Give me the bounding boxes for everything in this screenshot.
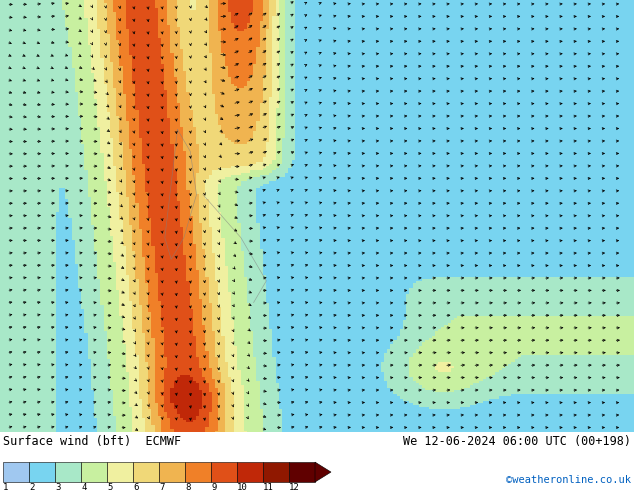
Bar xyxy=(107,462,133,482)
Text: Surface wind (bft)  ECMWF: Surface wind (bft) ECMWF xyxy=(3,435,181,448)
Bar xyxy=(81,462,107,482)
Bar xyxy=(289,462,315,482)
Bar xyxy=(237,462,263,482)
Text: 11: 11 xyxy=(263,483,274,490)
Text: We 12-06-2024 06:00 UTC (00+198): We 12-06-2024 06:00 UTC (00+198) xyxy=(403,435,631,448)
Bar xyxy=(29,462,55,482)
Bar xyxy=(159,462,185,482)
Text: 12: 12 xyxy=(289,483,300,490)
Bar xyxy=(185,462,211,482)
Text: 4: 4 xyxy=(81,483,86,490)
Bar xyxy=(3,462,29,482)
Bar xyxy=(133,462,159,482)
Text: ©weatheronline.co.uk: ©weatheronline.co.uk xyxy=(506,475,631,485)
Text: 8: 8 xyxy=(185,483,190,490)
Text: 10: 10 xyxy=(237,483,248,490)
Text: 5: 5 xyxy=(107,483,112,490)
Polygon shape xyxy=(315,462,331,482)
Text: 9: 9 xyxy=(211,483,216,490)
Text: 3: 3 xyxy=(55,483,60,490)
Bar xyxy=(211,462,237,482)
Text: 1: 1 xyxy=(3,483,8,490)
Bar xyxy=(55,462,81,482)
Text: 2: 2 xyxy=(29,483,34,490)
Text: 7: 7 xyxy=(159,483,164,490)
Bar xyxy=(263,462,289,482)
Text: 6: 6 xyxy=(133,483,138,490)
